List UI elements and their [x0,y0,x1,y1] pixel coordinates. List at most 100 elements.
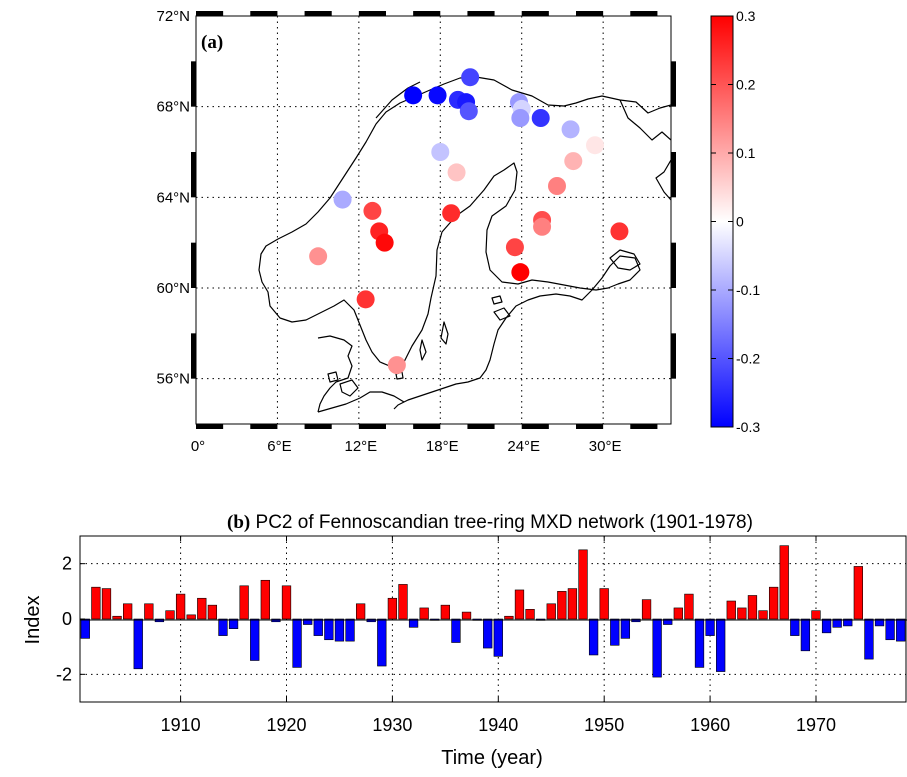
coastline-baltic-south [318,392,404,412]
site-marker [548,177,566,195]
bar [727,601,736,619]
map-border-segment [196,424,223,429]
bar [738,608,747,619]
map-border-segment [671,243,676,288]
site-marker [506,238,524,256]
map-border-segment [630,11,657,16]
site-marker [334,191,352,209]
map-lon-tick-label: 6°E [267,438,291,455]
map-border-segment [191,243,196,288]
bar [505,616,514,619]
map-lat-tick-label: 60°N [156,280,190,297]
map-border-segment [671,333,676,378]
map-lon-tick-label: 0° [191,438,205,455]
bar [812,611,821,619]
bar [441,605,450,619]
x-tick-label: 1930 [372,715,412,735]
bar [420,608,429,619]
map-border-segment [522,11,549,16]
x-tick-label: 1940 [478,715,518,735]
bar [483,619,492,648]
site-marker [511,263,529,281]
bar [801,619,810,651]
colorbar-tick-label: -0.1 [736,282,760,298]
bar [123,604,132,619]
bar [187,615,196,619]
map-border-segment [191,152,196,197]
colorbar: 0.3 0.2 0.1 0 -0.1 -0.2 -0.3 [711,8,760,435]
bar [790,619,799,636]
bar [685,594,694,619]
site-marker [562,120,580,138]
map-border-segment [630,424,657,429]
coastline-denmark [318,336,352,412]
map-lon-tick-label: 18°E [426,438,459,455]
bar [346,619,355,641]
map-lon-tick-label: 24°E [507,438,540,455]
bar [515,590,524,619]
bar [102,589,111,619]
bar [695,619,704,667]
coastline-mainland [259,77,671,409]
map-border-segment [671,61,676,106]
site-marker [533,218,551,236]
panel-b-title: (b) PC2 of Fennoscandian tree-ring MXD n… [227,512,753,533]
bar [610,619,619,645]
map-border-segment [196,11,223,16]
map-border-segment [522,424,549,429]
bar [706,619,715,636]
map-gridlines [196,16,671,424]
bar [589,619,598,655]
x-tick-label: 1910 [161,715,201,735]
y-tick-label: 0 [62,609,72,629]
site-marker [309,247,327,265]
bar [769,587,778,619]
x-tick-label: 1970 [796,715,836,735]
bar [335,619,344,641]
bar [579,550,588,619]
site-marker [376,234,394,252]
bar [642,600,651,619]
bar [134,619,143,669]
map-lat-tick-label: 56°N [156,371,190,388]
site-marker [448,163,466,181]
bar [653,619,662,677]
bar [261,580,270,619]
bar [399,584,408,619]
bar [621,619,630,638]
coastline [259,77,671,412]
coastline-saaremaa [494,308,510,320]
bar [547,604,556,619]
map-lon-tick-label: 12°E [345,438,378,455]
bar [197,598,206,619]
bar [600,589,609,619]
bar [568,589,577,619]
bar [293,619,302,667]
bar [716,619,725,672]
panel-a-label: (a) [201,32,223,53]
site-marker [363,202,381,220]
proxy-sites [309,68,628,374]
colorbar-tick-label: 0.3 [736,8,756,24]
bar [113,616,122,619]
site-marker [404,86,422,104]
map-frame [196,16,671,424]
bar [780,546,789,619]
x-axis-label: Time (year) [441,747,542,769]
bar [452,619,461,643]
site-marker [357,290,375,308]
bar [144,604,153,619]
map-border-segment [671,152,676,197]
bar [865,619,874,659]
site-marker [532,109,550,127]
x-tick-label: 1920 [266,715,306,735]
site-marker [442,204,460,222]
x-tick-label: 1950 [584,715,624,735]
site-marker [429,86,447,104]
map-border-segment [413,424,440,429]
bar [356,604,365,619]
colorbar-tick-label: 0 [736,214,744,230]
bar [388,598,397,619]
map-border-segment [191,61,196,106]
coastline-gotland [441,322,448,344]
